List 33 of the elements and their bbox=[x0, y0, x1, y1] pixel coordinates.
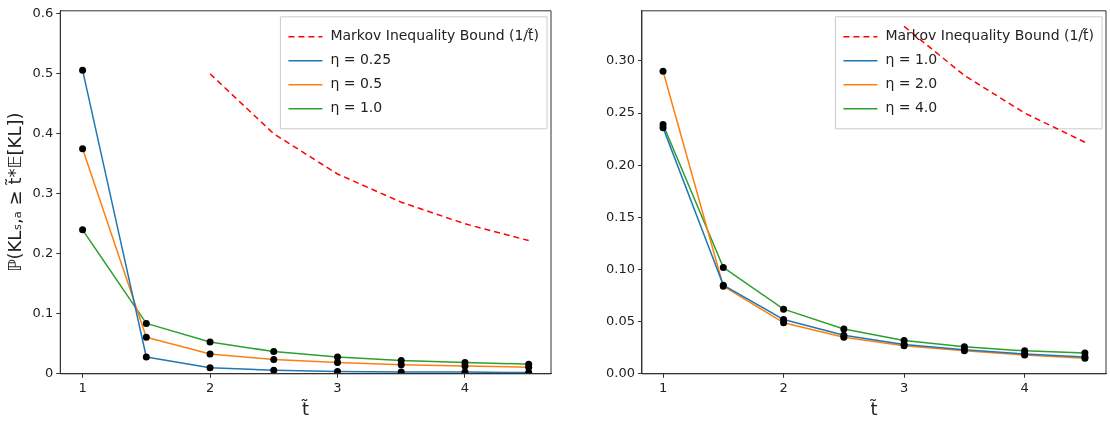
x-axis-title: t̃ bbox=[869, 397, 878, 419]
x-tick-label: 4 bbox=[460, 379, 470, 395]
y-tick-label: 0.4 bbox=[32, 125, 54, 141]
x-tick-label: 2 bbox=[779, 379, 788, 395]
legend-label: η = 1.0 bbox=[885, 51, 938, 68]
y-tick-label: 0.25 bbox=[605, 104, 635, 120]
x-axis-title: t̃ bbox=[301, 397, 310, 419]
y-tick-label: 0 bbox=[44, 365, 54, 381]
y-tick-label: 0.1 bbox=[32, 305, 54, 321]
y-tick-label: 0.05 bbox=[605, 313, 635, 329]
legend-label: η = 0.5 bbox=[330, 75, 383, 92]
y-axis-title: ℙ(KLₛ,ₐ ≥ t̃*𝔼[KL]) bbox=[4, 112, 26, 273]
legend-label: η = 0.25 bbox=[330, 51, 392, 68]
x-tick-label: 3 bbox=[333, 379, 342, 395]
y-tick-label: 0.00 bbox=[605, 365, 635, 381]
y-tick-label: 0.30 bbox=[605, 52, 635, 68]
x-tick-label: 2 bbox=[205, 379, 215, 395]
x-tick-label: 4 bbox=[1020, 379, 1029, 395]
x-tick-label: 1 bbox=[658, 379, 668, 395]
y-tick-label: 0.10 bbox=[605, 260, 635, 276]
legend-label: η = 4.0 bbox=[885, 99, 938, 116]
legend-label: η = 1.0 bbox=[330, 99, 383, 116]
x-tick-label: 1 bbox=[78, 379, 87, 395]
y-tick-label: 0.3 bbox=[32, 185, 54, 201]
legend-label: η = 2.0 bbox=[885, 75, 938, 92]
x-tick-label: 3 bbox=[899, 379, 909, 395]
legend-label: Markov Inequality Bound (1/t̃) bbox=[885, 27, 1095, 44]
y-tick-label: 0.6 bbox=[32, 5, 54, 21]
y-tick-label: 0.5 bbox=[32, 65, 54, 81]
y-tick-label: 0.20 bbox=[605, 156, 635, 172]
legend-label: Markov Inequality Bound (1/t̃) bbox=[330, 27, 540, 44]
y-tick-label: 0.2 bbox=[32, 245, 54, 261]
y-tick-label: 0.15 bbox=[605, 208, 635, 224]
